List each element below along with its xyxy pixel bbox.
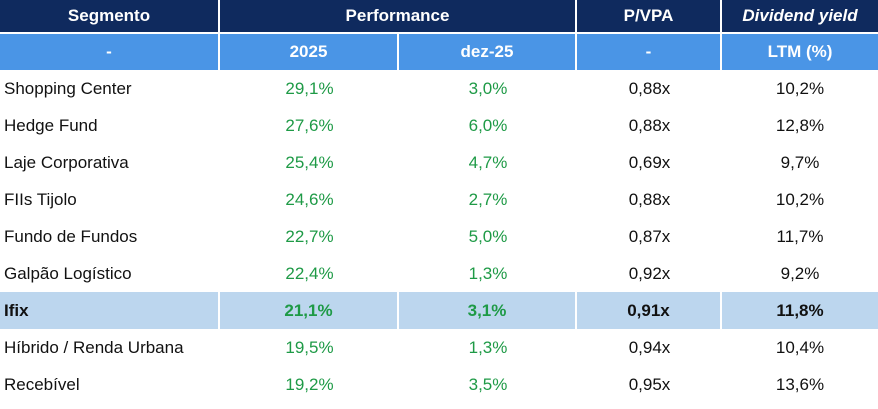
value-cell: 0,88x [628, 78, 671, 98]
table-row: Ifix 21,1% 3,1% 0,91x 11,8% [0, 292, 878, 329]
segment-name: Ifix [0, 292, 220, 329]
table-header: Segmento Performance P/VPA Dividend yiel… [0, 0, 878, 70]
value-cell: 0,92x [628, 263, 671, 283]
segment-name: Híbrido / Renda Urbana [4, 337, 184, 357]
table-row: Hedge Fund 27,6% 6,0% 0,88x 12,8% [0, 107, 878, 144]
value-cell: 22,7% [285, 226, 334, 246]
subheader-cell: - [0, 32, 220, 70]
value-cell: 3,5% [468, 374, 508, 394]
header-cell: Performance [220, 0, 577, 32]
value-cell: 10,2% [775, 78, 825, 98]
subheader-cell: LTM (%) [722, 32, 878, 70]
value-cell: 5,0% [468, 226, 508, 246]
value-cell: 1,3% [468, 337, 508, 357]
segment-name: Shopping Center [4, 78, 132, 98]
table-row: FIIs Tijolo 24,6% 2,7% 0,88x 10,2% [0, 181, 878, 218]
header-cell: Segmento [0, 0, 220, 32]
value-cell: 10,2% [775, 189, 825, 209]
value-cell: 11,7% [776, 226, 824, 246]
value-cell: 0,87x [628, 226, 671, 246]
segment-name: Laje Corporativa [4, 152, 129, 172]
value-cell: 21,1% [220, 292, 399, 329]
value-cell: 6,0% [468, 115, 508, 135]
value-cell: 0,94x [628, 337, 671, 357]
value-cell: 3,1% [399, 292, 577, 329]
table-row: Laje Corporativa 25,4% 4,7% 0,69x 9,7% [0, 144, 878, 181]
value-cell: 13,6% [775, 374, 825, 394]
value-cell: 1,3% [468, 263, 508, 283]
table-body: Shopping Center 29,1% 3,0% 0,88x 10,2% Hedge … [0, 70, 878, 403]
value-cell: 22,4% [285, 263, 334, 283]
value-cell: 24,6% [285, 189, 334, 209]
value-cell: 2,7% [468, 189, 508, 209]
value-cell: 27,6% [285, 115, 334, 135]
header-row: Segmento Performance P/VPA Dividend yiel… [0, 0, 878, 32]
value-cell: 0,69x [628, 152, 671, 172]
subheader-row: - 2025 dez-25 - LTM (%) [0, 32, 878, 70]
value-cell: 0,91x [577, 292, 722, 329]
segment-name: Hedge Fund [4, 115, 98, 135]
segment-name: Galpão Logístico [4, 263, 132, 283]
value-cell: 9,2% [780, 263, 820, 283]
table-row: Recebível 19,2% 3,5% 0,95x 13,6% [0, 366, 878, 403]
header-cell: Dividend yield [722, 0, 878, 32]
table-row: Galpão Logístico 22,4% 1,3% 0,92x 9,2% [0, 255, 878, 292]
segment-name: Fundo de Fundos [4, 226, 138, 246]
segment-name: FIIs Tijolo [4, 189, 77, 209]
value-cell: 19,5% [285, 337, 334, 357]
segment-name: Recebível [4, 374, 80, 394]
value-cell: 3,0% [468, 78, 508, 98]
header-cell: P/VPA [577, 0, 722, 32]
value-cell: 9,7% [780, 152, 820, 172]
table-row: Shopping Center 29,1% 3,0% 0,88x 10,2% [0, 70, 878, 107]
subheader-cell: - [577, 32, 722, 70]
value-cell: 0,88x [628, 115, 671, 135]
subheader-cell: 2025 [220, 32, 399, 70]
value-cell: 25,4% [285, 152, 334, 172]
subheader-cell: dez-25 [399, 32, 577, 70]
value-cell: 10,4% [775, 337, 825, 357]
value-cell: 19,2% [285, 374, 334, 394]
value-cell: 12,8% [775, 115, 825, 135]
table-row: Híbrido / Renda Urbana 19,5% 1,3% 0,94x 10,4… [0, 329, 878, 366]
value-cell: 11,8% [722, 292, 878, 329]
value-cell: 0,95x [628, 374, 671, 394]
value-cell: 4,7% [468, 152, 508, 172]
table-row: Fundo de Fundos 22,7% 5,0% 0,87x 11,7% [0, 218, 878, 255]
value-cell: 0,88x [628, 189, 671, 209]
value-cell: 29,1% [285, 78, 334, 98]
